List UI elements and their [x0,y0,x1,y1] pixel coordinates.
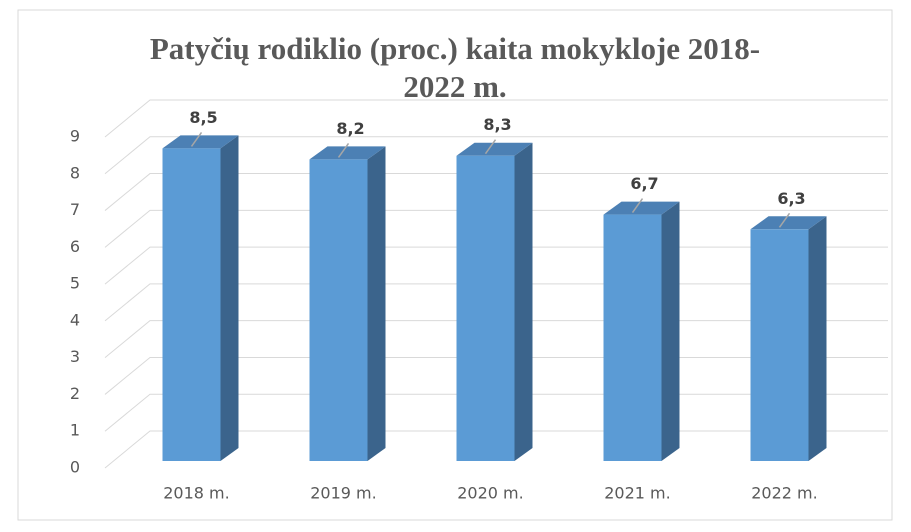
x-tick-label: 2022 m. [751,484,817,503]
bar [456,155,515,461]
label-leader [484,139,497,155]
grid-line [104,173,888,211]
label-leader [631,198,644,214]
bar [750,229,809,461]
label-leader [190,131,203,147]
y-tick-label: 1 [70,421,80,440]
bar-side [514,142,533,461]
bar-side [661,201,680,462]
data-label: 8,2 [336,119,364,138]
data-label: 6,3 [777,189,805,208]
y-tick-label: 2 [70,384,80,403]
x-tick-label: 2018 m. [163,484,229,503]
x-tick-label: 2020 m. [457,484,523,503]
label-leader [778,212,791,228]
grid-line [104,99,888,138]
bar-top [456,142,533,156]
bar [162,148,221,461]
bar-side [367,146,386,461]
y-tick-label: 4 [70,310,80,329]
bar-top [162,135,239,149]
data-label: 8,3 [483,115,511,134]
data-label: 8,5 [189,108,217,127]
bar-top [750,216,827,230]
bar-top [309,146,386,160]
y-tick-label: 3 [70,347,80,366]
y-tick-label: 7 [70,200,80,219]
bar-side [220,135,239,461]
x-tick-label: 2021 m. [604,484,670,503]
y-tick-label: 5 [70,274,80,293]
grid-line [104,136,888,175]
label-leader [337,142,350,158]
bar-top [603,201,680,215]
x-tick-label: 2019 m. [310,484,376,503]
bar [309,159,368,461]
data-label: 6,7 [630,174,658,193]
chart-border [17,9,893,521]
chart-title: Patyčių rodiklio (proc.) kaita mokykloje… [149,31,761,104]
y-tick-label: 9 [70,127,80,146]
y-tick-label: 8 [70,163,80,182]
y-tick-label: 0 [70,458,80,477]
bar [603,214,662,461]
bar-side [808,216,827,461]
y-tick-label: 6 [70,237,80,256]
